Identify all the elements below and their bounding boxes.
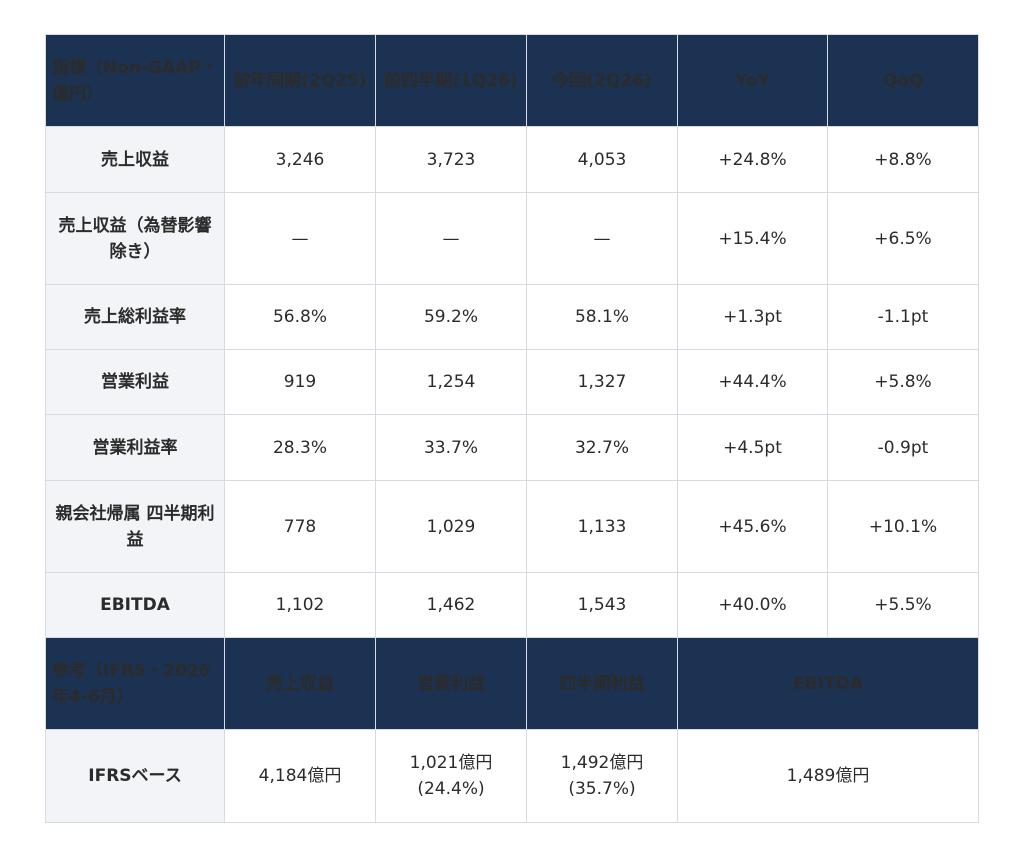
table-row: 売上収益 3,246 3,723 4,053 +24.8% +8.8% <box>45 126 979 193</box>
reference-header-row: 参考（IFRS・2026年4-6月） 売上収益 営業利益 四半期利益 EBITD… <box>45 637 979 730</box>
ref-row-label: IFRSベース <box>45 729 225 823</box>
row-label: 営業利益 <box>45 349 225 415</box>
cell-prev-quarter: 1,029 <box>375 480 527 573</box>
ref-cell-operating-profit: 1,021億円 (24.4%) <box>375 729 527 823</box>
header-current: 今回(2Q26) <box>526 34 678 127</box>
cell-yoy: +24.8% <box>677 126 828 193</box>
cell-prev-year: 56.8% <box>224 284 376 350</box>
table-row: 売上収益（為替影響除き） — — — +15.4% +6.5% <box>45 192 979 285</box>
cell-current: 1,327 <box>526 349 678 415</box>
table-row: 売上総利益率 56.8% 59.2% 58.1% +1.3pt -1.1pt <box>45 284 979 350</box>
header-metric: 指標（Non-GAAP・億円） <box>45 34 225 127</box>
cell-prev-quarter: 1,462 <box>375 572 527 638</box>
cell-yoy: +44.4% <box>677 349 828 415</box>
cell-current: 58.1% <box>526 284 678 350</box>
ref-cell-ebitda: 1,489億円 <box>677 729 979 823</box>
cell-prev-year: 778 <box>224 480 376 573</box>
ref-header-quarterly-profit: 四半期利益 <box>526 637 678 730</box>
ref-header-label: 参考（IFRS・2026年4-6月） <box>45 637 225 730</box>
ref-header-ebitda: EBITDA <box>677 637 979 730</box>
cell-qoq: +8.8% <box>827 126 979 193</box>
ref-operating-profit-value: 1,021億円 <box>409 753 493 773</box>
cell-qoq: +10.1% <box>827 480 979 573</box>
table-row: 親会社帰属 四半期利益 778 1,029 1,133 +45.6% +10.1… <box>45 480 979 573</box>
row-label: 売上収益（為替影響除き） <box>45 192 225 285</box>
table-header-row: 指標（Non-GAAP・億円） 前年同期(2Q25) 前四半期(1Q26) 今回… <box>45 34 979 127</box>
row-label: 売上総利益率 <box>45 284 225 350</box>
cell-prev-quarter: 1,254 <box>375 349 527 415</box>
cell-yoy: +1.3pt <box>677 284 828 350</box>
cell-yoy: +4.5pt <box>677 414 828 481</box>
row-label: 売上収益 <box>45 126 225 193</box>
cell-prev-year: — <box>224 192 376 285</box>
cell-qoq: +5.5% <box>827 572 979 638</box>
cell-prev-quarter: 33.7% <box>375 414 527 481</box>
table-row: 営業利益 919 1,254 1,327 +44.4% +5.8% <box>45 349 979 415</box>
table-row: EBITDA 1,102 1,462 1,543 +40.0% +5.5% <box>45 572 979 638</box>
financial-kpi-table: 指標（Non-GAAP・億円） 前年同期(2Q25) 前四半期(1Q26) 今回… <box>45 34 979 823</box>
cell-qoq: +5.8% <box>827 349 979 415</box>
ref-quarterly-profit-rate: (35.7%) <box>568 779 636 799</box>
cell-current: 32.7% <box>526 414 678 481</box>
row-label: 営業利益率 <box>45 414 225 481</box>
cell-prev-year: 1,102 <box>224 572 376 638</box>
cell-yoy: +45.6% <box>677 480 828 573</box>
ref-cell-quarterly-profit: 1,492億円 (35.7%) <box>526 729 678 823</box>
ref-operating-profit-rate: (24.4%) <box>417 779 485 799</box>
cell-current: 1,543 <box>526 572 678 638</box>
cell-qoq: -1.1pt <box>827 284 979 350</box>
row-label: 親会社帰属 四半期利益 <box>45 480 225 573</box>
ref-cell-revenue: 4,184億円 <box>224 729 376 823</box>
cell-prev-year: 919 <box>224 349 376 415</box>
header-prev-year: 前年同期(2Q25) <box>224 34 376 127</box>
header-qoq: QoQ <box>827 34 979 127</box>
cell-prev-quarter: 59.2% <box>375 284 527 350</box>
cell-current: 1,133 <box>526 480 678 573</box>
ref-header-operating-profit: 営業利益 <box>375 637 527 730</box>
table-row: 営業利益率 28.3% 33.7% 32.7% +4.5pt -0.9pt <box>45 414 979 481</box>
cell-yoy: +15.4% <box>677 192 828 285</box>
cell-current: — <box>526 192 678 285</box>
cell-prev-quarter: — <box>375 192 527 285</box>
cell-prev-quarter: 3,723 <box>375 126 527 193</box>
row-label: EBITDA <box>45 572 225 638</box>
header-yoy: YoY <box>677 34 828 127</box>
reference-row: IFRSベース 4,184億円 1,021億円 (24.4%) 1,492億円 … <box>45 729 979 823</box>
ref-quarterly-profit-value: 1,492億円 <box>560 753 644 773</box>
header-prev-quarter: 前四半期(1Q26) <box>375 34 527 127</box>
cell-qoq: -0.9pt <box>827 414 979 481</box>
cell-current: 4,053 <box>526 126 678 193</box>
cell-prev-year: 28.3% <box>224 414 376 481</box>
cell-prev-year: 3,246 <box>224 126 376 193</box>
cell-yoy: +40.0% <box>677 572 828 638</box>
cell-qoq: +6.5% <box>827 192 979 285</box>
ref-header-revenue: 売上収益 <box>224 637 376 730</box>
